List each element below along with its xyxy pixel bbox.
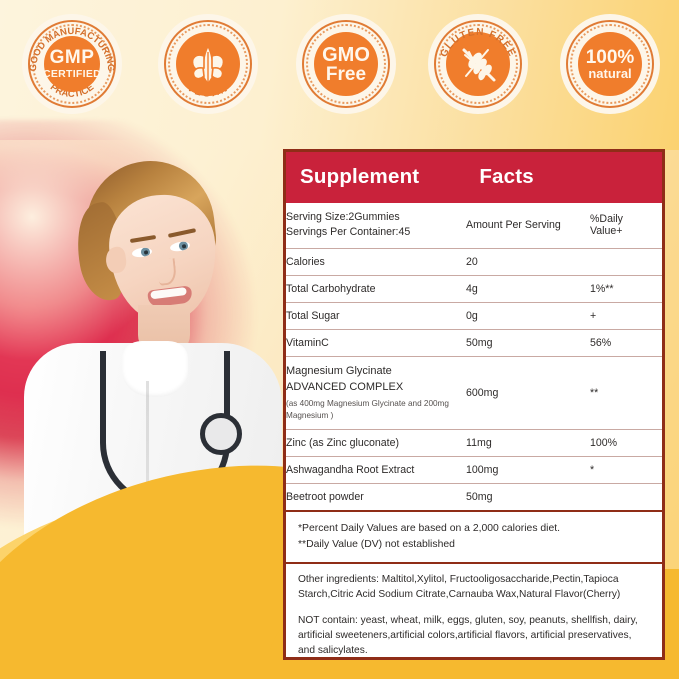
badge-gmp-line2: CERTIFIED — [42, 68, 102, 81]
badge-gmp-certified: GOOD MANUFACTURING PRACTICE GMP CERTIFIE… — [22, 14, 122, 114]
nutrient-dv: 56% — [590, 329, 662, 357]
nutrient-dv — [590, 483, 662, 513]
column-header-amount: Amount Per Serving — [466, 203, 590, 249]
servings-per-container: Servings Per Container:45 — [286, 226, 411, 239]
badge-dotted-ring — [168, 24, 248, 104]
nutrient-amount: 20 — [466, 248, 590, 276]
nutrient-amount: 11mg — [466, 429, 590, 458]
serving-size: Serving Size:2Gummies — [286, 211, 400, 223]
leaf-icon — [158, 14, 258, 114]
badge-natural-line1: 100% — [585, 47, 635, 68]
badge-dotted-ring — [570, 24, 650, 104]
table-row: Beetroot powder 50mg — [286, 483, 662, 513]
column-header-daily-value: %Daily Value+ — [590, 203, 662, 249]
nutrient-name: Ashwagandha Root Extract — [286, 456, 466, 485]
nutrient-name: VitaminC — [286, 329, 466, 357]
ingredients-block: Other ingredients: Maltitol,Xylitol, Fru… — [286, 564, 662, 668]
stethoscope-chestpiece — [200, 413, 242, 455]
table-row: Total Carbohydrate 4g 1%** — [286, 275, 662, 303]
nutrient-dv — [590, 248, 662, 276]
nutrient-name: Total Carbohydrate — [286, 275, 466, 303]
badge-vegan: VEGAN — [158, 14, 258, 114]
wheat-crossed-icon — [428, 14, 528, 114]
nutrient-dv: * — [590, 456, 662, 485]
nutrient-amount: 50mg — [466, 329, 590, 357]
nutrient-name-block: Magnesium Glycinate ADVANCED COMPLEX (as… — [286, 356, 466, 431]
not-contain: NOT contain: yeast, wheat, milk, eggs, g… — [298, 614, 638, 656]
badge-dotted-ring — [306, 24, 386, 104]
badge-disc-text: 100% natural — [560, 14, 660, 114]
nutrient-name: Beetroot powder — [286, 483, 466, 513]
badge-disc-text: GMO Free — [296, 14, 396, 114]
table-row: Total Sugar 0g + — [286, 302, 662, 330]
table-row-serving: Serving Size:2Gummies Servings Per Conta… — [286, 203, 662, 249]
supplement-facts-table: Serving Size:2Gummies Servings Per Conta… — [286, 203, 662, 513]
nutrient-amount: 600mg — [466, 356, 590, 431]
panel-title-supplement: Supplement — [300, 165, 420, 188]
serving-info: Serving Size:2Gummies Servings Per Conta… — [286, 203, 466, 249]
nutrient-name: Total Sugar — [286, 302, 466, 330]
table-row: VitaminC 50mg 56% — [286, 329, 662, 357]
badge-disc-text: GMP CERTIFIED — [22, 14, 122, 114]
badge-disc — [44, 36, 100, 92]
nutrient-subnote: (as 400mg Magnesium Glycinate and 200mg … — [286, 398, 449, 420]
badge-gmp-line1: GMP — [49, 47, 95, 69]
nutrient-name: Zinc (as Zinc gluconate) — [286, 429, 466, 458]
nutrient-dv: + — [590, 302, 662, 330]
nutrient-amount: 100mg — [466, 456, 590, 485]
certification-badges: GOOD MANUFACTURING PRACTICE GMP CERTIFIE… — [0, 14, 679, 124]
badge-ring — [28, 20, 116, 108]
footnote-line-1: *Percent Daily Values are based on a 2,0… — [298, 523, 561, 535]
badge-gmo-free: GMO Free — [296, 14, 396, 114]
nutrient-name: Magnesium Glycinate ADVANCED COMPLEX — [286, 364, 404, 393]
nutrient-dv: 1%** — [590, 275, 662, 303]
nutrient-dv: 100% — [590, 429, 662, 458]
nutrient-dv: ** — [590, 356, 662, 431]
badge-gmo-line2: Free — [325, 63, 367, 85]
nutrient-amount: 4g — [466, 275, 590, 303]
daily-value-footnotes: *Percent Daily Values are based on a 2,0… — [286, 512, 662, 565]
panel-title-facts: Facts — [479, 165, 534, 188]
badge-ring — [434, 20, 522, 108]
footnote-line-2: **Daily Value (DV) not established — [298, 538, 455, 550]
badge-ring — [566, 20, 654, 108]
badge-disc — [578, 32, 642, 96]
badge-ring — [302, 20, 390, 108]
table-row: Zinc (as Zinc gluconate) 11mg 100% — [286, 429, 662, 458]
nutrient-name: Calories — [286, 248, 466, 276]
badge-dotted-ring — [32, 24, 112, 104]
badge-disc — [314, 32, 378, 96]
panel-header: Supplement Facts — [286, 152, 662, 203]
table-row: Calories 20 — [286, 248, 662, 276]
nutrient-amount: 50mg — [466, 483, 590, 513]
badge-100-natural: 100% natural — [560, 14, 660, 114]
nutrient-amount: 0g — [466, 302, 590, 330]
table-row-magnesium: Magnesium Glycinate ADVANCED COMPLEX (as… — [286, 356, 662, 431]
badge-natural-line2: natural — [588, 66, 632, 81]
supplement-facts-panel: Supplement Facts Serving Size:2Gummies S… — [283, 149, 665, 660]
table-row: Ashwagandha Root Extract 100mg * — [286, 456, 662, 485]
badge-gmo-line1: GMO — [322, 43, 370, 66]
other-ingredients: Other ingredients: Maltitol,Xylitol, Fru… — [298, 574, 621, 601]
badge-gluten-free: GLUTEN FREE — [428, 14, 528, 114]
badge-dotted-ring — [438, 24, 518, 104]
badge-ring — [164, 20, 252, 108]
